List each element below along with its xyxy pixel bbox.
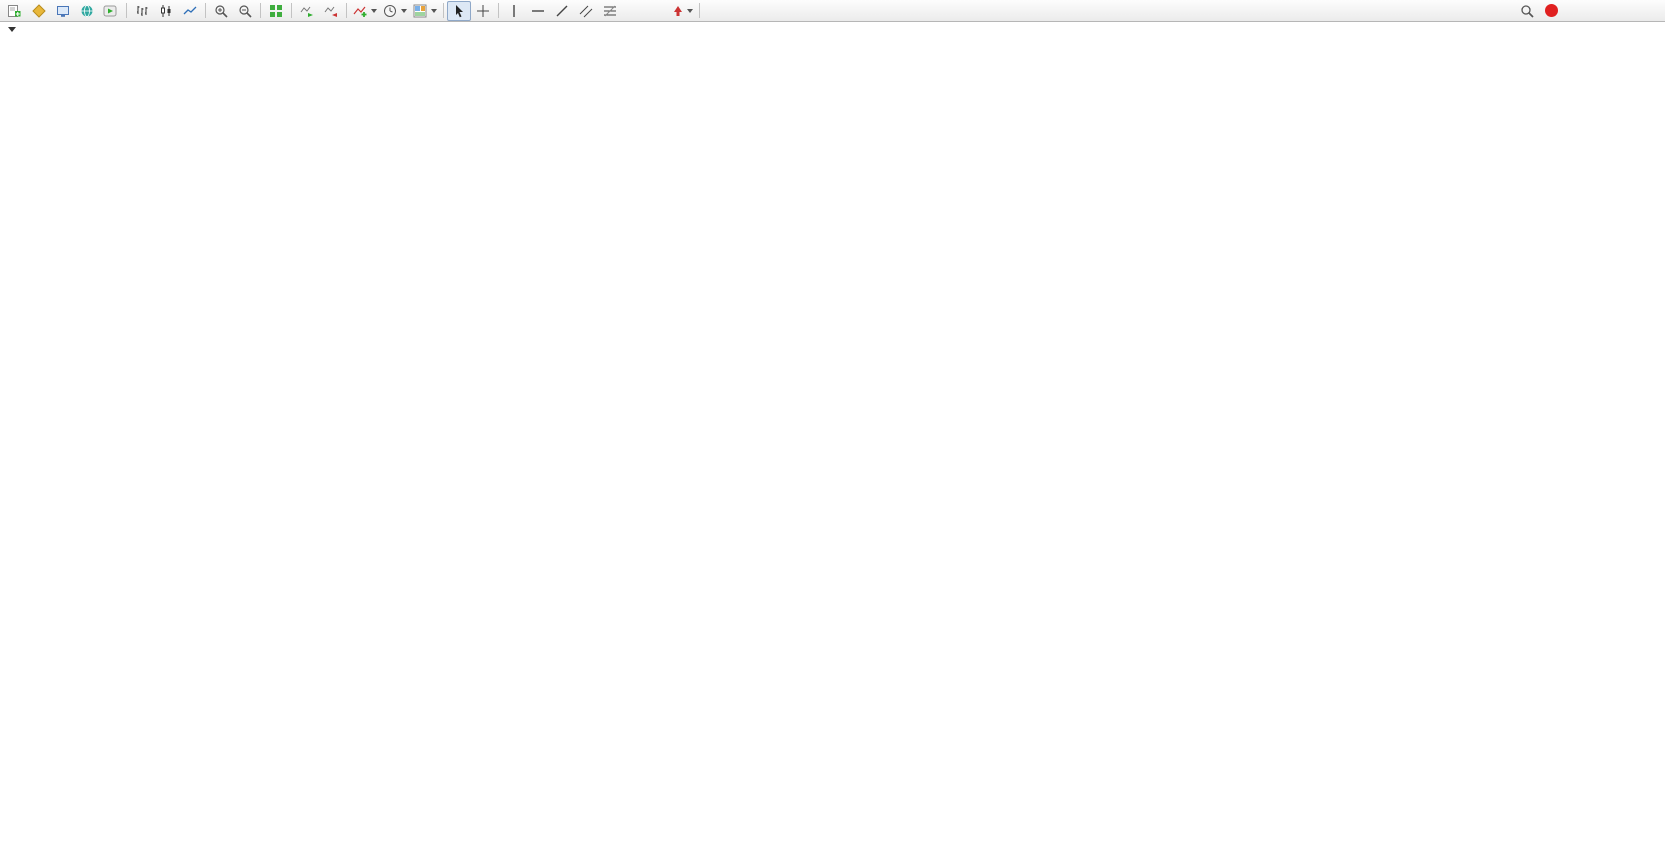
toolbar-separator (443, 3, 444, 18)
chart-shift-icon (324, 6, 337, 17)
channel-button[interactable] (574, 1, 598, 21)
timeframe-m5[interactable] (716, 2, 726, 19)
timeframe-m1[interactable] (704, 2, 714, 19)
toolbar-separator (346, 3, 347, 18)
new-order-icon (7, 4, 20, 17)
terminal-icon (57, 5, 69, 17)
clock-icon (384, 4, 396, 17)
indicators-button[interactable] (350, 1, 380, 21)
toolbar-right-tools (1515, 1, 1558, 21)
autotrading-play-icon (103, 5, 116, 16)
timeframe-w1[interactable] (788, 2, 798, 19)
chevron-down-icon (431, 8, 437, 13)
fibonacci-icon (604, 5, 616, 16)
metaeditor-button[interactable] (27, 1, 51, 21)
bar-chart-button[interactable] (130, 1, 154, 21)
arrows-button[interactable] (670, 1, 696, 21)
indicators-icon (353, 6, 367, 17)
text-label-button[interactable] (646, 1, 670, 21)
chevron-down-icon (687, 8, 693, 13)
timeframe-mn[interactable] (800, 2, 810, 19)
chart-menu-icon[interactable] (8, 27, 16, 32)
notification-badge[interactable] (1545, 4, 1558, 17)
templates-button[interactable] (410, 1, 440, 21)
toolbar-separator (126, 3, 127, 18)
new-order-button[interactable] (3, 1, 27, 21)
zoom-out-button[interactable] (233, 1, 257, 21)
toolbar-separator (260, 3, 261, 18)
timeframe-h1[interactable] (752, 2, 762, 19)
horizontal-line-button[interactable] (526, 1, 550, 21)
auto-scroll-button[interactable] (295, 1, 319, 21)
timeframe-m15[interactable] (728, 2, 738, 19)
candlestick-chart-button[interactable] (154, 1, 178, 21)
chevron-down-icon (401, 8, 407, 13)
arrow-marker-icon (674, 5, 682, 16)
candlestick-chart-icon (161, 4, 171, 17)
tile-windows-button[interactable] (264, 1, 288, 21)
tile-windows-icon (270, 4, 282, 17)
channel-icon (579, 5, 593, 17)
periods-button[interactable] (380, 1, 410, 21)
vertical-line-button[interactable] (502, 1, 526, 21)
trendline-icon (556, 5, 568, 16)
toolbar-separator (291, 3, 292, 18)
chevron-down-icon (371, 8, 377, 13)
auto-scroll-icon (300, 6, 313, 17)
templates-icon (413, 4, 427, 17)
horizontal-line-icon (532, 9, 544, 12)
timeframe-m30[interactable] (740, 2, 750, 19)
line-chart-button[interactable] (178, 1, 202, 21)
search-button[interactable] (1515, 1, 1539, 21)
line-chart-icon (183, 6, 197, 14)
chart-title-bar (8, 27, 24, 32)
timeframe-h4[interactable] (764, 2, 774, 19)
text-button[interactable] (622, 1, 646, 21)
search-icon (1521, 4, 1534, 18)
trendline-button[interactable] (550, 1, 574, 21)
zoom-in-icon (215, 4, 228, 18)
toolbar-separator (699, 3, 700, 18)
crosshair-button[interactable] (471, 1, 495, 21)
fibonacci-button[interactable] (598, 1, 622, 21)
zoom-out-icon (239, 4, 252, 18)
toolbar-separator (205, 3, 206, 18)
community-button[interactable] (75, 1, 99, 21)
main-toolbar (0, 0, 1665, 22)
crosshair-icon (477, 4, 489, 17)
autotrading-button[interactable] (99, 1, 123, 21)
zoom-in-button[interactable] (209, 1, 233, 21)
metaeditor-icon (32, 3, 46, 18)
vertical-line-icon (513, 4, 515, 17)
toolbar-separator (498, 3, 499, 18)
globe-icon (81, 4, 93, 17)
cursor-button[interactable] (447, 0, 471, 21)
cursor-icon (456, 4, 463, 17)
terminal-button[interactable] (51, 1, 75, 21)
bar-chart-icon (137, 5, 148, 16)
timeframe-d1[interactable] (776, 2, 786, 19)
chart-shift-button[interactable] (319, 1, 343, 21)
